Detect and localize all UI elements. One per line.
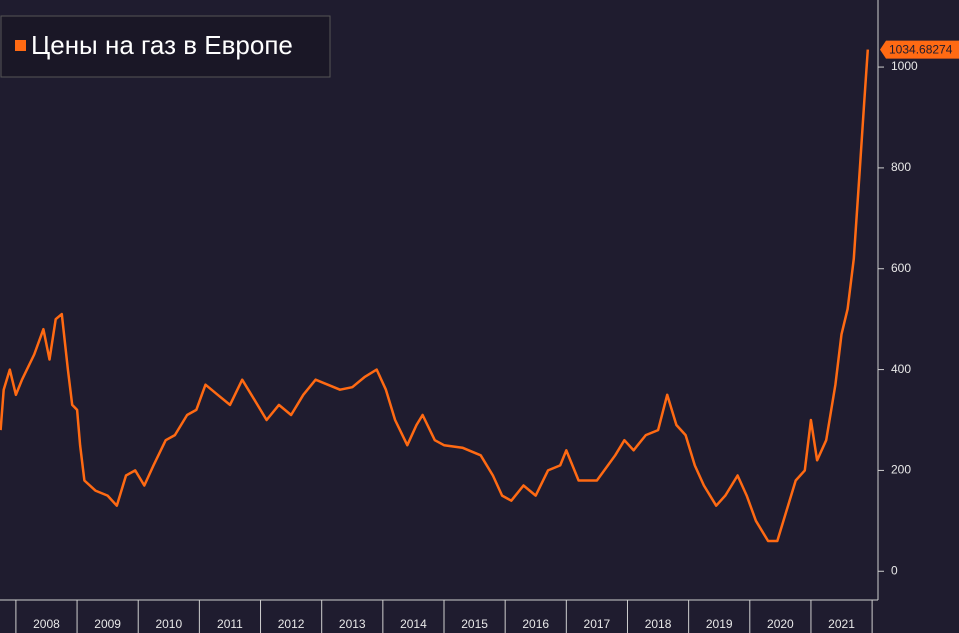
y-tick-label: 600 bbox=[891, 261, 911, 275]
y-tick-label: 200 bbox=[891, 463, 911, 477]
legend-box bbox=[0, 15, 331, 78]
x-tick-label: 2021 bbox=[828, 617, 855, 631]
y-tick-label: 800 bbox=[891, 160, 911, 174]
last-value-box bbox=[880, 40, 959, 59]
line-series bbox=[0, 49, 870, 543]
x-tick-label: 2018 bbox=[645, 617, 672, 631]
y-tick-label: 400 bbox=[891, 362, 911, 376]
legend-swatch bbox=[15, 40, 26, 51]
x-tick-label: 2019 bbox=[706, 617, 733, 631]
x-tick-label: 2010 bbox=[155, 617, 182, 631]
x-tick-label: 2011 bbox=[217, 617, 243, 631]
y-tick-label: 1000 bbox=[891, 59, 918, 73]
x-tick-label: 2008 bbox=[33, 617, 60, 631]
y-tick-label: 0 bbox=[891, 563, 898, 577]
x-tick-label: 2016 bbox=[522, 617, 549, 631]
x-tick-label: 2009 bbox=[94, 617, 121, 631]
last-value-label: 1034.68274 bbox=[889, 43, 953, 57]
x-tick-label: 2017 bbox=[584, 617, 611, 631]
x-tick-label: 2012 bbox=[278, 617, 305, 631]
x-tick-label: 2015 bbox=[461, 617, 488, 631]
x-tick-label: 2013 bbox=[339, 617, 366, 631]
legend-label: Цены на газ в Европе bbox=[31, 30, 293, 60]
x-tick-label: 2020 bbox=[767, 617, 794, 631]
x-tick-label: 2014 bbox=[400, 617, 427, 631]
